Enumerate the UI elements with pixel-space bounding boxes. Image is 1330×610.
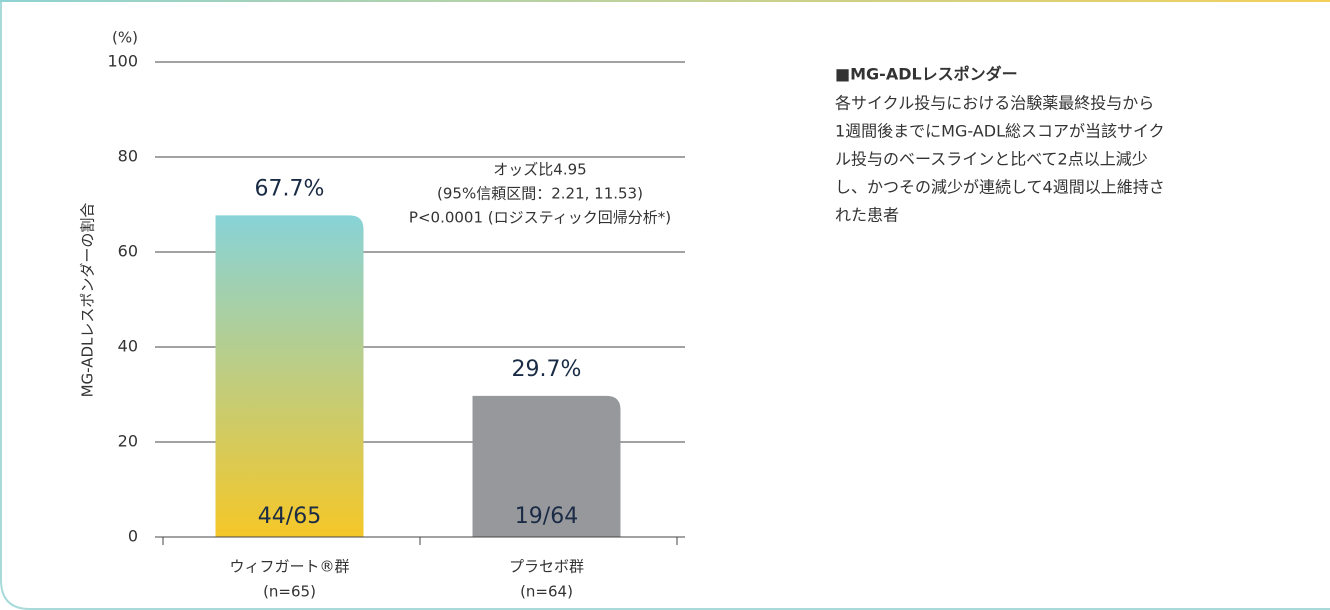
side-text: し、かつその減少が連続して4週間以上維持さ [835,178,1165,197]
side-text: れた患者 [835,206,899,225]
bar [472,395,621,537]
annotation: P<0.0001 (ロジスティック回帰分析*) [409,209,671,227]
y-tick-label: 80 [118,147,138,166]
y-tick-label: 60 [118,242,138,261]
y-tick-label: 100 [107,52,138,71]
bar [215,215,364,538]
annotation: (95%信頼区間：2.21, 11.53) [437,185,643,203]
annotation: オッズ比4.95 [493,161,586,179]
panel-top [0,0,1330,2]
x-tick-note: (n=64) [520,583,573,601]
side-text: 各サイクル投与における治験薬最終投与から [835,94,1154,113]
y-tick-label: 20 [118,432,138,451]
side-text: ル投与のベースラインと比べて2点以上減少 [835,150,1148,169]
inner-label: 19/64 [515,504,578,529]
inner-label: 44/65 [258,504,321,529]
side-heading: ■MG-ADLレスポンダー [835,65,1018,84]
x-tick-label: プラセボ群 [509,558,584,576]
y-axis-label: MG-ADLレスポンダーの割合 [79,203,97,398]
x-tick-note: (n=65) [263,583,316,601]
x-tick-label: ウィフガート®群 [229,558,349,576]
y-unit: (%) [112,29,138,47]
value-label: 29.7% [512,357,582,382]
side-text: 1週間後までにMG-ADL総スコアが当該サイク [835,122,1165,141]
y-tick-label: 0 [128,527,138,546]
y-tick-label: 40 [118,337,138,356]
value-label: 67.7% [255,176,325,201]
